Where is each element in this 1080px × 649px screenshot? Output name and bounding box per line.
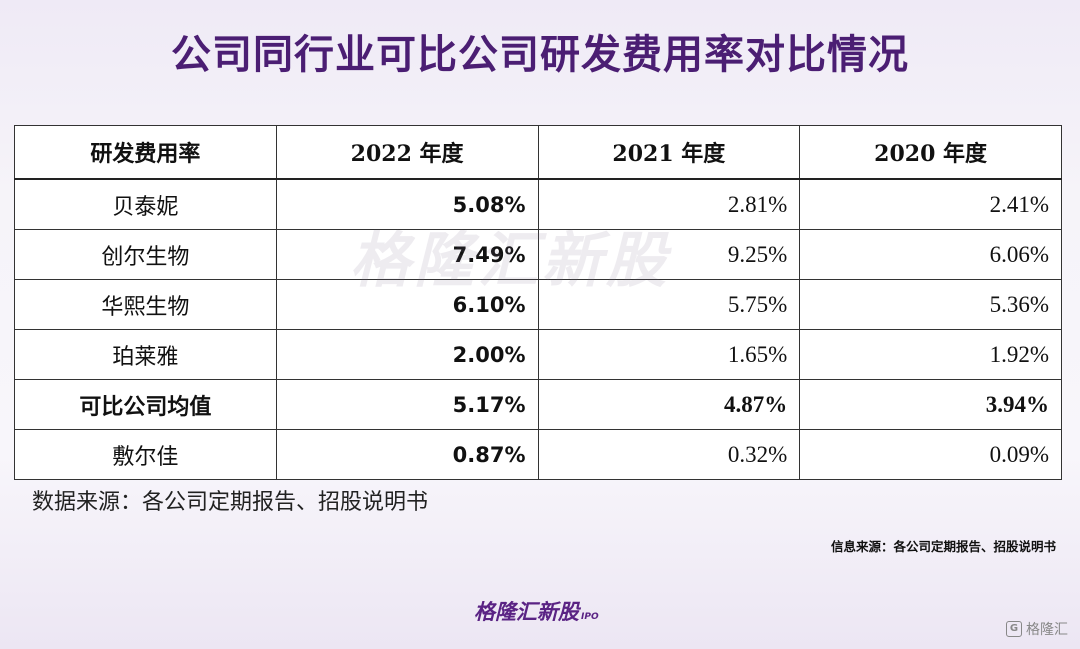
- company-name: 贝泰妮: [14, 178, 277, 230]
- value-2022: 2.00%: [275, 329, 539, 380]
- brand-logo-suffix: IPO: [581, 612, 599, 622]
- value-2021: 5.75%: [537, 279, 801, 330]
- table-row-average: 可比公司均值 5.17% 4.87% 3.94%: [14, 379, 1062, 430]
- value-2020: 1.92%: [799, 329, 1062, 380]
- gelonghui-logo-icon: G: [1006, 621, 1022, 637]
- header-2022: 2022 年度: [275, 125, 539, 180]
- value-2022: 7.49%: [275, 229, 539, 280]
- source-note-small: 信息来源：各公司定期报告、招股说明书: [830, 539, 1056, 554]
- value-2021: 2.81%: [537, 178, 801, 230]
- value-2020: 3.94%: [799, 379, 1062, 430]
- rd-expense-table: 研发费用率 2022 年度 2021 年度 2020 年度 贝泰妮 5.08% …: [14, 125, 1062, 480]
- value-2020: 2.41%: [799, 178, 1062, 230]
- table-row: 创尔生物 7.49% 9.25% 6.06%: [14, 229, 1062, 280]
- company-name: 华熙生物: [14, 279, 277, 330]
- company-name: 珀莱雅: [14, 329, 277, 380]
- value-2022: 0.87%: [275, 429, 539, 480]
- value-2022: 6.10%: [275, 279, 539, 330]
- table-row: 贝泰妮 5.08% 2.81% 2.41%: [14, 178, 1062, 230]
- value-2021: 9.25%: [537, 229, 801, 280]
- table-row: 敷尔佳 0.87% 0.32% 0.09%: [14, 429, 1062, 480]
- table-row: 珀莱雅 2.00% 1.65% 1.92%: [14, 329, 1062, 380]
- value-2020: 5.36%: [799, 279, 1062, 330]
- company-name: 创尔生物: [14, 229, 277, 280]
- brand-logo: 格隆汇新股 IPO: [474, 596, 599, 626]
- corner-brand: G 格隆汇: [1006, 619, 1068, 639]
- value-2021: 4.87%: [537, 379, 801, 430]
- company-name: 可比公司均值: [14, 379, 277, 430]
- brand-logo-text: 格隆汇新股: [474, 600, 579, 624]
- page-title: 公司同行业可比公司研发费用率对比情况: [171, 32, 909, 78]
- corner-brand-text: 格隆汇: [1026, 622, 1068, 638]
- value-2020: 0.09%: [799, 429, 1062, 480]
- table-header-row: 研发费用率 2022 年度 2021 年度 2020 年度: [14, 125, 1062, 180]
- value-2021: 1.65%: [537, 329, 801, 380]
- table-row: 华熙生物 6.10% 5.75% 5.36%: [14, 279, 1062, 330]
- value-2020: 6.06%: [799, 229, 1062, 280]
- company-name: 敷尔佳: [14, 429, 277, 480]
- source-note: 数据来源：各公司定期报告、招股说明书: [32, 490, 429, 515]
- header-2021: 2021 年度: [537, 125, 801, 180]
- header-2020: 2020 年度: [799, 125, 1062, 180]
- value-2021: 0.32%: [537, 429, 801, 480]
- header-metric: 研发费用率: [14, 125, 277, 180]
- value-2022: 5.08%: [275, 178, 539, 230]
- value-2022: 5.17%: [275, 379, 539, 430]
